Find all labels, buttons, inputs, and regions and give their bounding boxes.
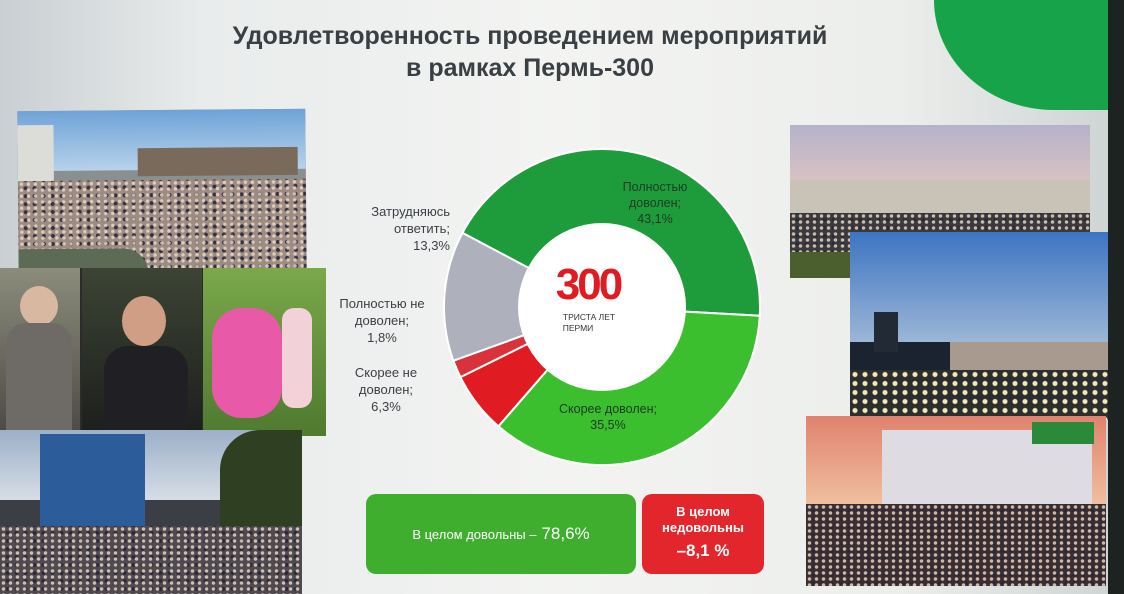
label-fully-unsatisfied: Полностью не доволен; 1,8% (322, 295, 442, 346)
summary-satisfied-box: В целом довольны – 78,6% (366, 494, 636, 574)
photo-stage-crowd (806, 416, 1106, 586)
label-rather-unsatisfied-line-2: доволен; (358, 382, 414, 397)
label-hard-to-answer-line-2: ответить; (393, 221, 450, 236)
label-fully-satisfied-line-3: 43,1% (637, 212, 672, 226)
label-rather-unsatisfied-line-1: Скорее не (354, 365, 418, 380)
photo-people-portrait (0, 268, 326, 436)
label-hard-to-answer-value: 13,3% (413, 238, 450, 253)
label-rather-unsatisfied-value: 6,3% (371, 399, 401, 414)
photo-festival-square (17, 108, 307, 276)
summary-unsatisfied-line-2: недовольны (662, 520, 744, 535)
label-rather-satisfied-line-1: Скорее доволен; (559, 402, 657, 416)
title-line-1: Удовлетворенность проведением мероприяти… (232, 22, 828, 50)
logo-300: 300 ТРИСТА ЛЕТ ПЕРМИ (556, 260, 625, 333)
summary-unsatisfied-box: В целом недовольны –8,1 % (642, 494, 764, 574)
logo-line-1: ТРИСТА ЛЕТ (563, 312, 615, 322)
label-fully-unsatisfied-line-2: доволен; (354, 313, 410, 328)
donut-chart: 300 ТРИСТА ЛЕТ ПЕРМИ Полностью доволен; 43… (443, 148, 761, 466)
label-fully-unsatisfied-value: 1,8% (367, 330, 397, 345)
summary-satisfied-text: В целом довольны – (412, 526, 537, 542)
summary-satisfied-value: 78,6% (541, 524, 590, 543)
label-rather-unsatisfied: Скорее не доволен; 6,3% (330, 364, 442, 415)
label-fully-satisfied-line-2: доволен; (629, 196, 681, 210)
label-rather-satisfied-line-2: 35,5% (590, 418, 625, 432)
label-fully-satisfied-line-1: Полностью (623, 180, 688, 194)
slide-title: Удовлетворенность проведением мероприяти… (120, 20, 940, 84)
photo-fountain-night (850, 232, 1124, 420)
title-line-2: в рамках Пермь-300 (406, 54, 654, 82)
summary-unsatisfied-value: –8,1 % (676, 541, 730, 560)
label-fully-unsatisfied-line-1: Полностью не (339, 296, 425, 311)
photo-street-crowd (0, 430, 302, 594)
summary-unsatisfied-line-1: В целом (676, 504, 730, 519)
green-corner-decoration (934, 0, 1114, 110)
logo-number: 300 (556, 260, 622, 309)
screen-edge (1108, 0, 1124, 594)
logo-line-2: ПЕРМИ (563, 323, 594, 333)
label-hard-to-answer: Затрудняюсь ответить; 13,3% (330, 203, 450, 254)
label-hard-to-answer-line-1: Затрудняюсь (371, 204, 450, 219)
donut-center (518, 223, 686, 391)
